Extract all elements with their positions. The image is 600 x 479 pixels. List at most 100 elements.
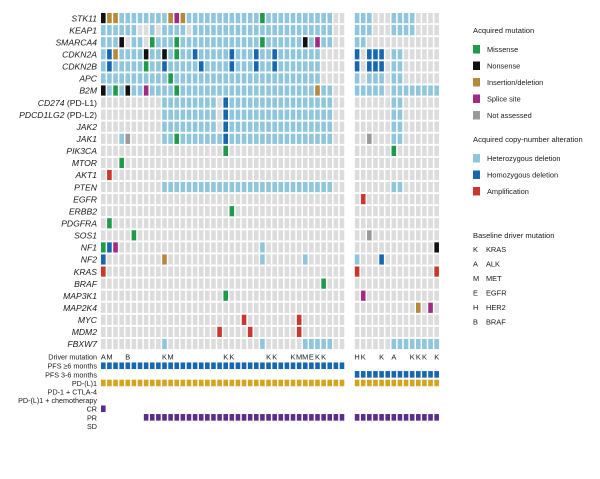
alteration-cell: [321, 85, 326, 96]
empty-cell: [379, 97, 384, 108]
alteration-cell: [186, 13, 192, 24]
empty-cell: [284, 157, 290, 169]
empty-cell: [339, 25, 345, 36]
empty-cell: [296, 169, 302, 181]
alteration-cell: [266, 37, 271, 48]
empty-cell: [409, 302, 415, 313]
empty-cell: [254, 218, 259, 229]
empty-cell: [101, 218, 106, 229]
empty-cell: [309, 230, 314, 241]
alteration-cell: [235, 121, 241, 132]
empty-cell: [416, 181, 421, 193]
alteration-cell: [278, 121, 284, 132]
alteration-cell: [241, 97, 247, 108]
empty-cell: [217, 290, 222, 301]
empty-cell: [229, 278, 235, 289]
empty-cell: [403, 181, 409, 193]
response-bar: [229, 414, 235, 421]
alteration-cell: [192, 121, 198, 132]
empty-cell: [174, 314, 180, 325]
empty-cell: [137, 133, 143, 144]
alteration-cell: [247, 61, 253, 72]
alteration-cell: [266, 61, 271, 72]
empty-cell: [223, 169, 228, 181]
empty-cell: [241, 145, 247, 156]
alteration-cell: [260, 13, 265, 24]
alteration-cell: [174, 73, 180, 84]
empty-cell: [397, 290, 403, 301]
empty-cell: [284, 326, 290, 338]
response-bar: [379, 414, 384, 421]
gene-label: B2M: [79, 86, 98, 96]
empty-cell: [205, 206, 210, 217]
alteration-cell: [180, 181, 186, 193]
empty-cell: [290, 314, 296, 325]
alteration-cell: [272, 109, 277, 120]
alteration-cell: [284, 37, 290, 48]
empty-cell: [247, 314, 253, 325]
empty-cell: [101, 121, 106, 132]
empty-cell: [315, 278, 320, 289]
alteration-cell: [247, 133, 253, 144]
alteration-cell: [211, 181, 216, 193]
alteration-cell: [260, 254, 265, 265]
alteration-cell: [180, 37, 186, 48]
alteration-cell: [397, 61, 403, 72]
empty-cell: [327, 169, 333, 181]
therapy-bar: [302, 379, 308, 387]
alteration-cell: [143, 13, 149, 24]
empty-cell: [156, 254, 161, 265]
empty-cell: [327, 326, 333, 338]
alteration-cell: [391, 49, 397, 60]
empty-cell: [409, 290, 415, 301]
empty-cell: [186, 194, 192, 205]
alteration-cell: [101, 85, 106, 96]
empty-cell: [428, 145, 433, 156]
empty-cell: [428, 157, 433, 169]
empty-cell: [174, 169, 180, 181]
empty-cell: [391, 326, 397, 338]
empty-cell: [137, 242, 143, 253]
empty-cell: [180, 206, 186, 217]
legend: Acquired mutationMissenseNonsenseInserti…: [473, 26, 583, 327]
empty-cell: [333, 266, 339, 277]
empty-cell: [198, 242, 204, 253]
alteration-cell: [360, 290, 366, 301]
alteration-cell: [119, 157, 124, 169]
empty-cell: [354, 290, 360, 301]
therapy-bar: [339, 379, 345, 387]
alteration-cell: [254, 25, 259, 36]
alteration-cell: [284, 73, 290, 84]
empty-cell: [379, 278, 384, 289]
alteration-cell: [266, 13, 271, 24]
response-bar: [205, 414, 210, 421]
empty-cell: [180, 266, 186, 277]
empty-cell: [107, 206, 112, 217]
alteration-cell: [373, 73, 378, 84]
empty-cell: [321, 290, 326, 301]
response-bar: [254, 414, 259, 421]
empty-cell: [409, 133, 415, 144]
empty-cell: [385, 37, 390, 48]
empty-cell: [131, 278, 137, 289]
empty-cell: [113, 326, 118, 338]
empty-cell: [180, 230, 186, 241]
alteration-cell: [229, 73, 235, 84]
empty-cell: [434, 13, 439, 24]
alteration-cell: [309, 181, 314, 193]
alteration-cell: [434, 85, 439, 96]
empty-cell: [205, 266, 210, 277]
empty-cell: [260, 314, 265, 325]
alteration-cell: [211, 133, 216, 144]
alteration-cell: [284, 133, 290, 144]
pfs-bar: [137, 362, 143, 370]
gene-label: SOS1: [74, 231, 97, 241]
therapy-bar: [321, 379, 326, 387]
alteration-cell: [137, 73, 143, 84]
empty-cell: [168, 242, 173, 253]
empty-cell: [180, 338, 186, 350]
empty-cell: [360, 49, 366, 60]
empty-cell: [428, 61, 433, 72]
empty-cell: [428, 314, 433, 325]
empty-cell: [309, 242, 314, 253]
